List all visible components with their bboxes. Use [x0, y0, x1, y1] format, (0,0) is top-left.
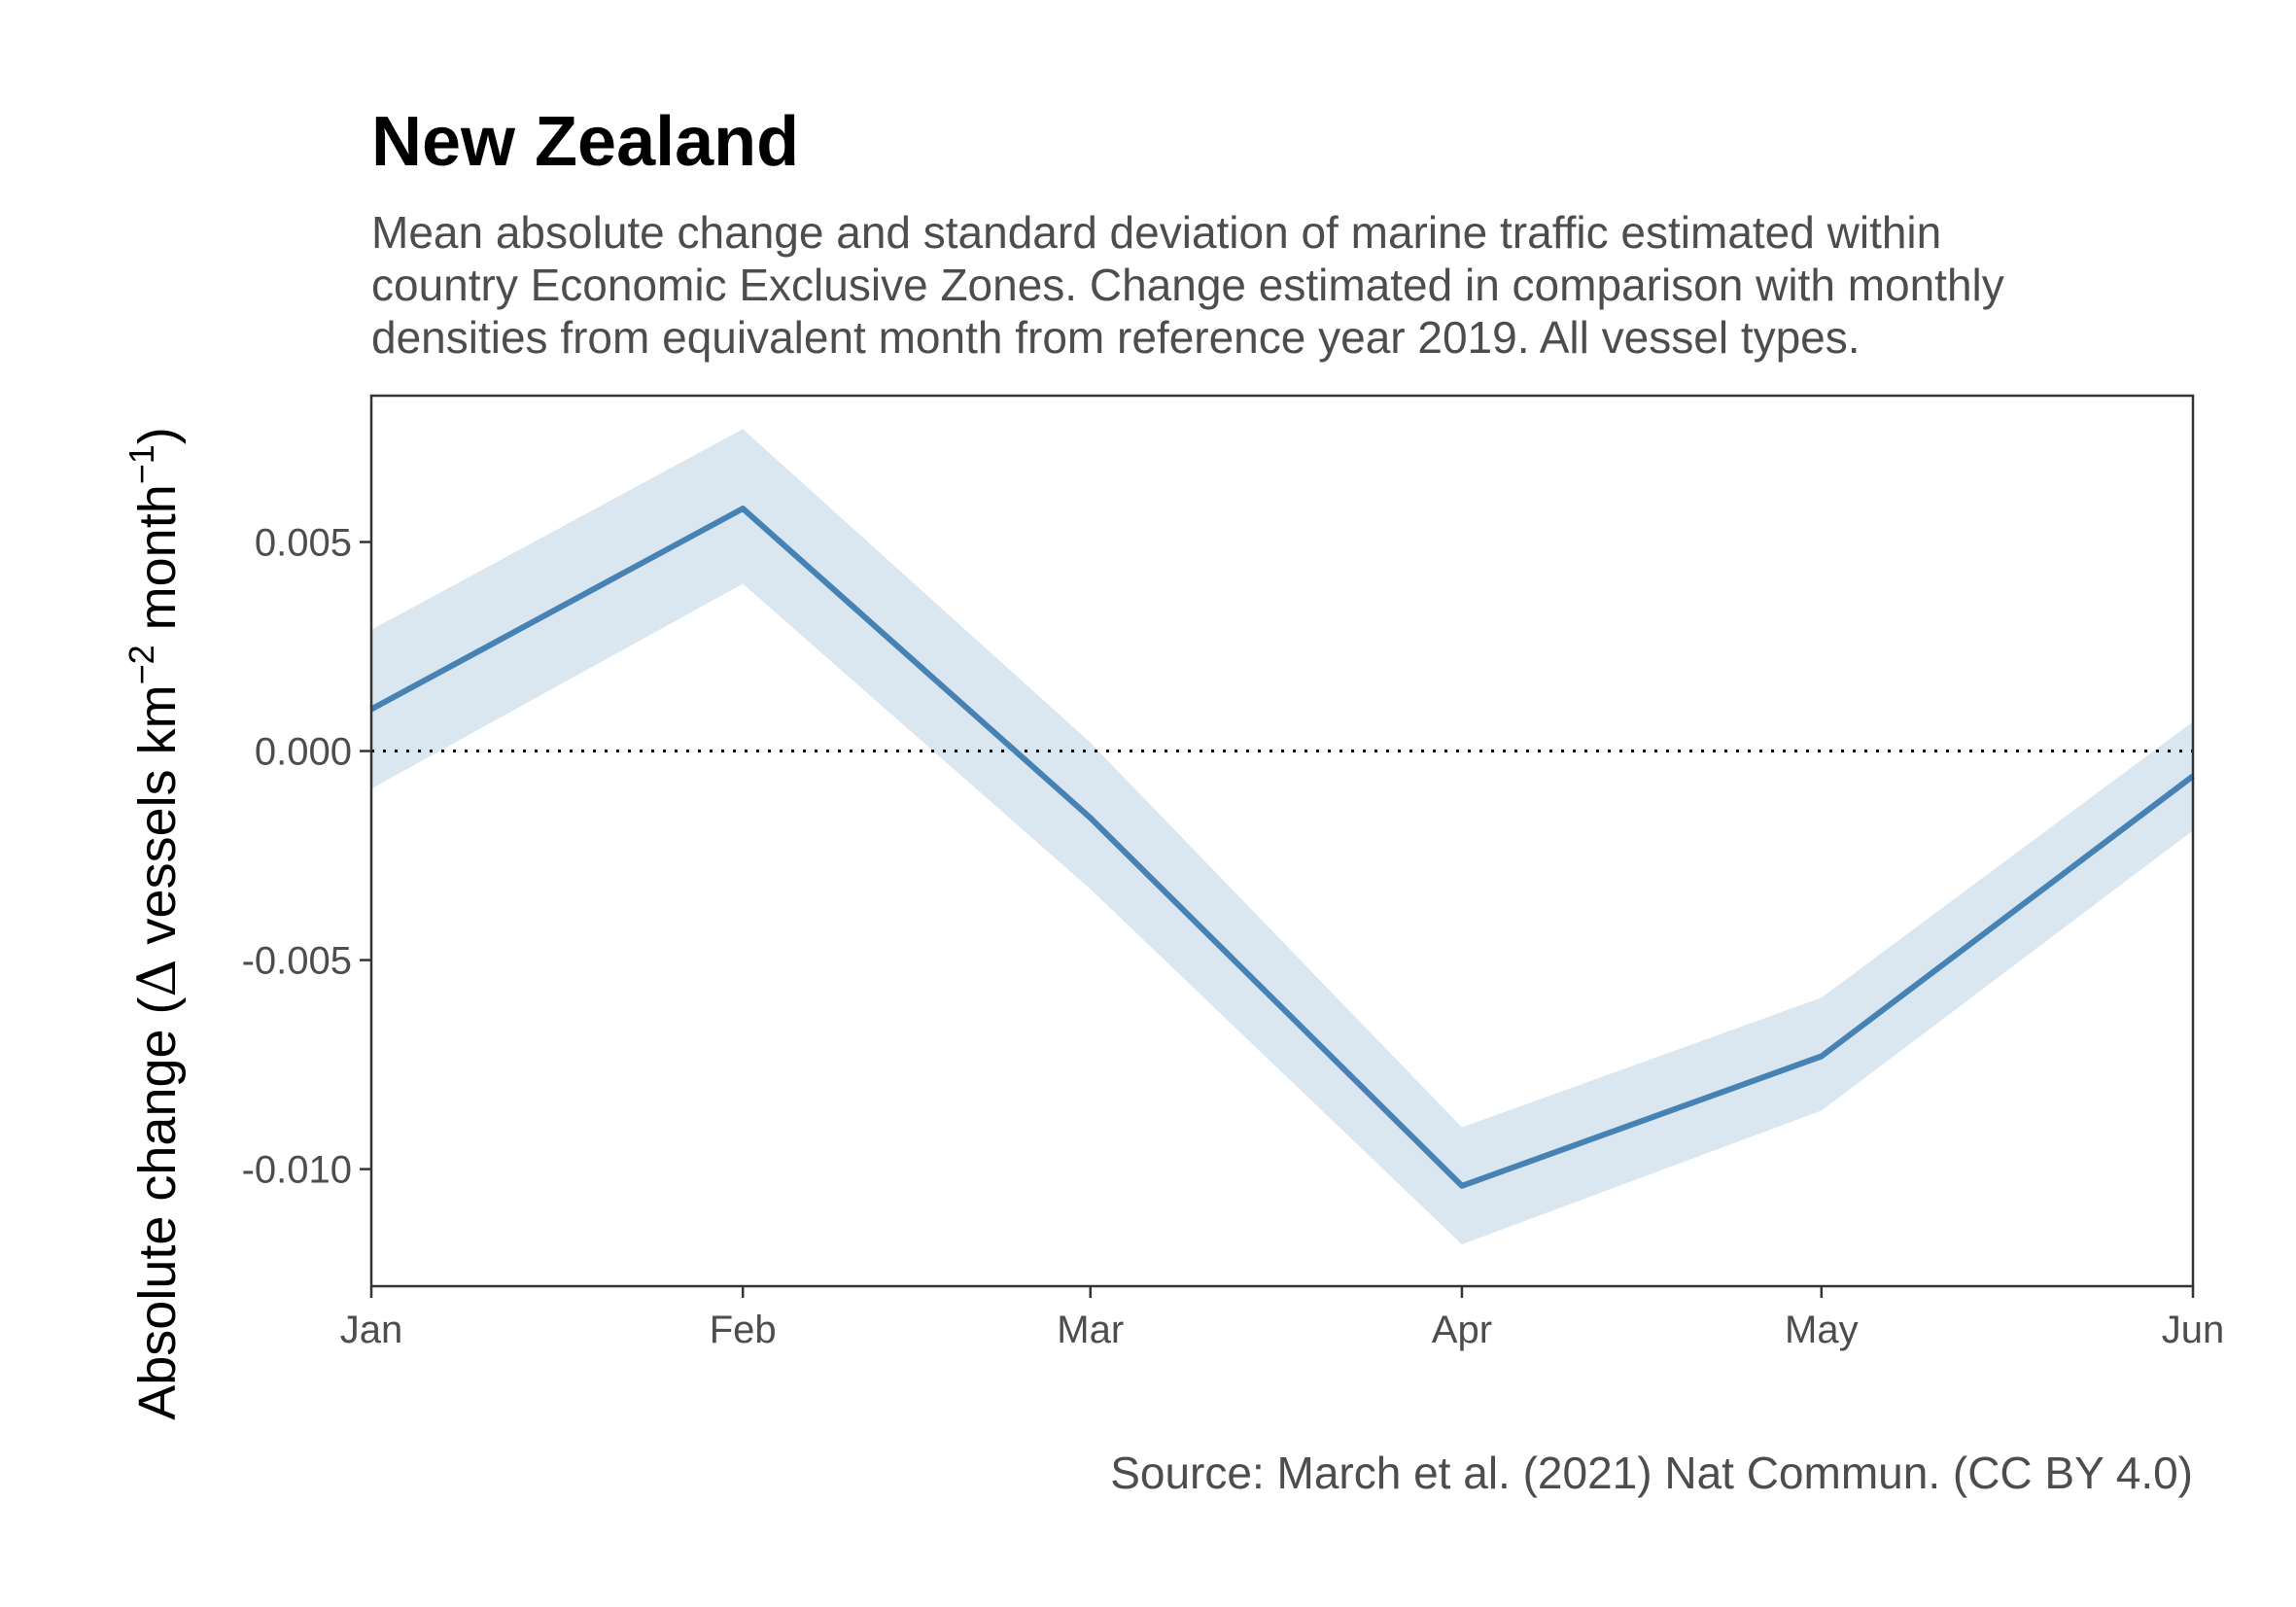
- panel-border: [369, 394, 2195, 1288]
- x-tick-label: Jun: [2162, 1309, 2225, 1351]
- chart-title: New Zealand: [371, 103, 800, 181]
- subtitle-line-2: country Economic Exclusive Zones. Change…: [371, 260, 2004, 310]
- y-tick-label: 0.000: [255, 731, 352, 774]
- x-tick-label: May: [1785, 1309, 1859, 1351]
- y-axis-label-sup2: −1: [122, 444, 161, 484]
- y-axis-label-suffix: ): [128, 427, 187, 444]
- x-tick-label: Jan: [340, 1309, 403, 1351]
- y-axis-label-sup1: −2: [122, 645, 161, 684]
- sd-ribbon: [371, 429, 2193, 1244]
- y-axis-label-text2: month: [128, 484, 187, 645]
- subtitle-line-3: densities from equivalent month from ref…: [371, 312, 1861, 363]
- y-axis-label-text1: vessels km: [128, 684, 187, 959]
- y-tick-label: 0.005: [255, 522, 352, 565]
- chart-subtitle: Mean absolute change and standard deviat…: [371, 206, 2218, 364]
- y-axis-label-prefix: Absolute change (: [128, 996, 187, 1419]
- y-axis-label: Absolute change (Δ vessels km−2 month−1): [122, 427, 188, 1420]
- y-tick-label: -0.005: [242, 940, 352, 983]
- x-tick-label: Mar: [1057, 1309, 1124, 1351]
- x-tick-label: Feb: [710, 1309, 777, 1351]
- y-axis-label-delta: Δ: [126, 959, 188, 996]
- y-tick-label: -0.010: [242, 1149, 352, 1192]
- mean-line: [369, 506, 2195, 1189]
- subtitle-line-1: Mean absolute change and standard deviat…: [371, 207, 1942, 258]
- chart-caption: Source: March et al. (2021) Nat Commun. …: [1110, 1448, 2193, 1498]
- plot-area: 0.005 0.000 -0.005 -0.010 Jan Feb Mar Apr May Jun: [242, 394, 2225, 1351]
- x-tick-label: Apr: [1432, 1309, 1492, 1351]
